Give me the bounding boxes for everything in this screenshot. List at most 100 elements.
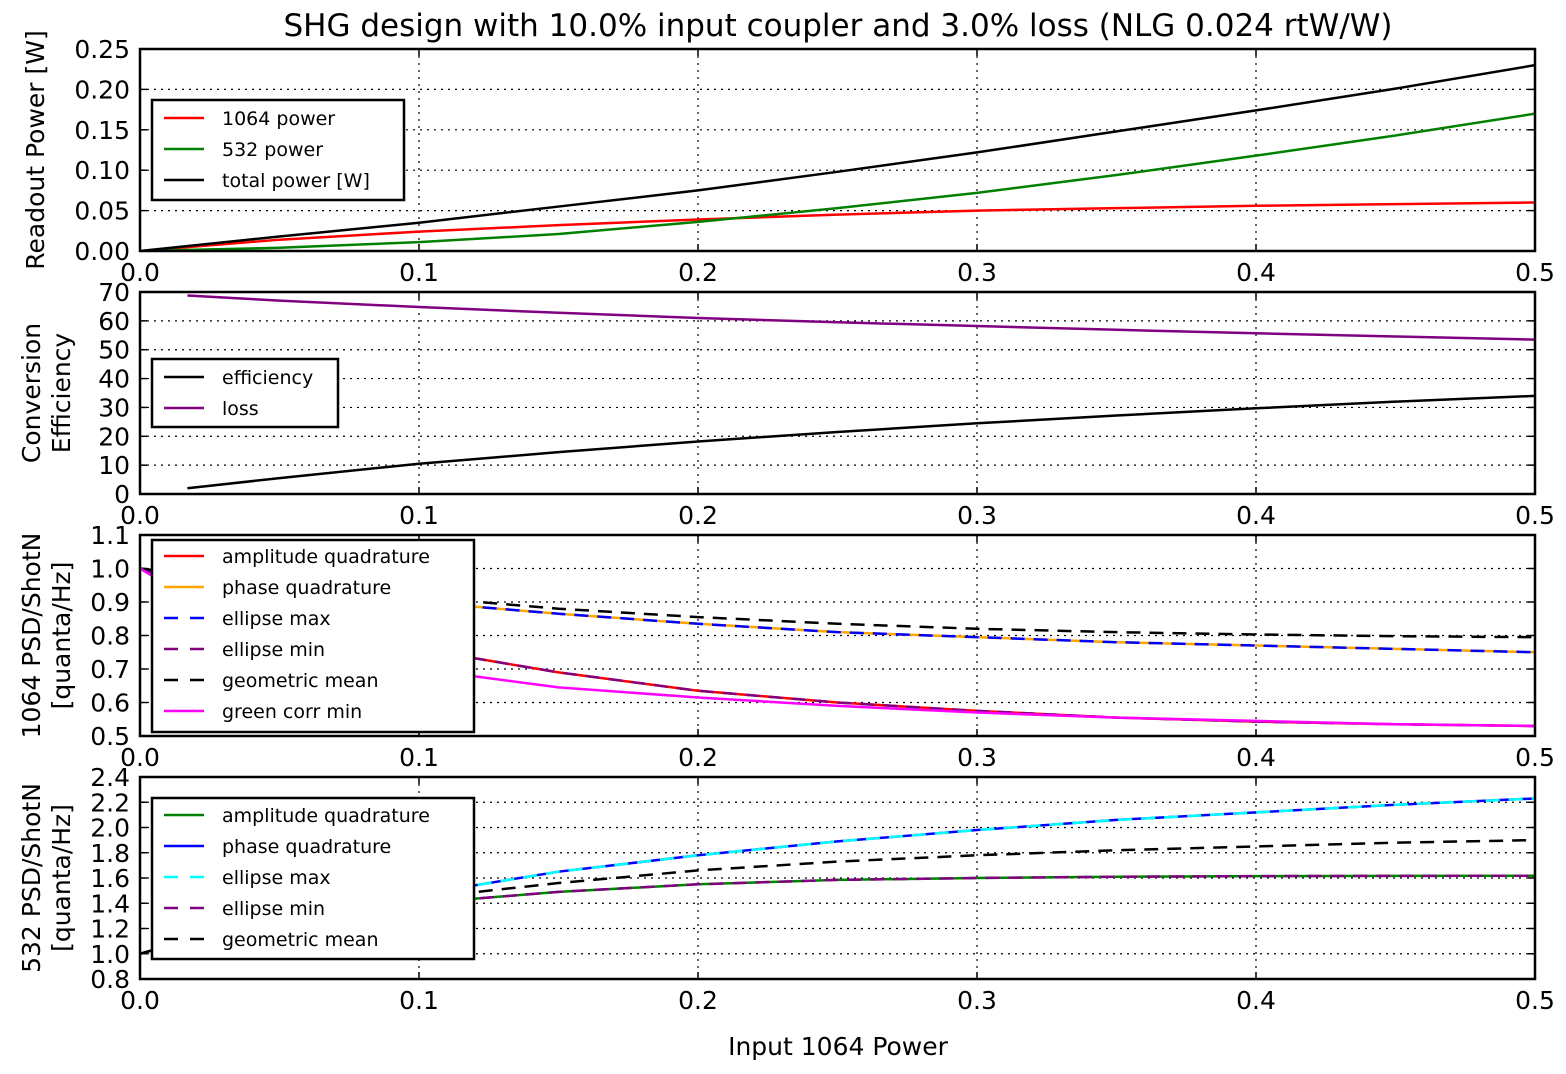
y-axis-label: Conversion — [17, 323, 46, 463]
y-tick-label: 1.6 — [90, 864, 130, 893]
y-axis-label: 1064 PSD/ShotN — [17, 533, 46, 739]
x-tick-label: 0.4 — [1236, 258, 1276, 287]
y-tick-label: 2.2 — [90, 788, 130, 817]
x-tick-label: 0.4 — [1236, 986, 1276, 1015]
legend-label: 532 power — [222, 139, 323, 161]
y-axis-label: 532 PSD/ShotN — [17, 783, 46, 973]
legend-label: 1064 power — [222, 108, 335, 130]
series-line-532-power — [140, 112, 1535, 251]
x-tick-label: 0.3 — [957, 986, 997, 1015]
y-tick-label: 1.0 — [90, 555, 130, 584]
legend-label: geometric mean — [222, 929, 378, 951]
x-tick-label: 0.2 — [678, 743, 718, 772]
y-tick-label: 40 — [98, 365, 130, 394]
legend-box — [150, 357, 340, 429]
legend-label: amplitude quadrature — [222, 805, 430, 827]
legend-box — [150, 538, 476, 734]
x-tick-label: 0.5 — [1515, 501, 1555, 530]
legend-label: geometric mean — [222, 670, 378, 692]
y-tick-label: 2.0 — [90, 814, 130, 843]
y-tick-label: 30 — [98, 393, 130, 422]
y-tick-label: 60 — [98, 307, 130, 336]
subplots: 0.0 0.1 0.2 0.3 0.4 0.5 0.00 0.05 0.1 0 0.15 0.20 0.… — [17, 30, 1555, 1015]
legend-box — [150, 796, 476, 961]
legend: efficiency loss — [150, 357, 340, 429]
legend: amplitude quadrature phase quadrature elli… — [150, 796, 476, 961]
legend-label: loss — [222, 398, 259, 420]
y-tick-label: 0.8 — [90, 965, 130, 994]
y-tick-label: 70 — [98, 278, 130, 307]
y-tick-label: 0.8 — [90, 622, 130, 651]
series-lines — [187, 294, 1535, 490]
legend-label: phase quadrature — [222, 836, 391, 858]
x-tick-label: 0.3 — [957, 501, 997, 530]
legend: 1064 power 532 power total power [W] — [150, 98, 406, 202]
y-tick-label: 20 — [98, 422, 130, 451]
y-axis-label: [quanta/Hz] — [47, 804, 76, 952]
x-tick-label: 0.5 — [1515, 743, 1555, 772]
y-axis-label: [quanta/Hz] — [47, 562, 76, 710]
y-tick-label: 0.15 — [74, 116, 130, 145]
figure-title: SHG design with 10.0% input coupler and … — [283, 8, 1392, 44]
legend-label: green corr min — [222, 701, 362, 723]
x-tick-label: 0.1 — [399, 986, 439, 1015]
x-tick-label: 0.3 — [957, 258, 997, 287]
y-tick-label: 0.6 — [90, 689, 130, 718]
legend-label: ellipse max — [222, 608, 331, 630]
x-tick-label: 0.0 — [120, 258, 160, 287]
plot-frame — [138, 290, 1537, 496]
y-tick-label: 1.2 — [90, 915, 130, 944]
x-tick-label: 0.0 — [120, 501, 160, 530]
legend-label: total power [W] — [222, 170, 370, 192]
subplot-4: 0.0 0.1 0.2 0.3 0.4 0.50.81.01.21.41.61.82.02… — [17, 763, 1555, 1015]
legend-label: ellipse max — [222, 867, 331, 889]
x-tick-label: 0.5 — [1515, 258, 1555, 287]
x-tick-label: 0.1 — [399, 258, 439, 287]
x-axis-label: Input 1064 Power — [728, 1032, 949, 1061]
x-tick-label: 0.2 — [678, 986, 718, 1015]
y-tick-label: 0.05 — [74, 197, 130, 226]
y-tick-label: 50 — [98, 336, 130, 365]
series-line-total-power-w — [140, 63, 1535, 251]
y-tick-label: 0.20 — [74, 75, 130, 104]
y-tick-label: 0.9 — [90, 588, 130, 617]
y-tick-label: 0.5 — [90, 722, 130, 751]
y-axis-label: Efficiency — [47, 333, 76, 454]
x-tick-label: 0.0 — [120, 986, 160, 1015]
x-tick-label: 0.2 — [678, 501, 718, 530]
x-tick-label: 0.3 — [957, 743, 997, 772]
legend-label: efficiency — [222, 367, 313, 389]
y-tick-label: 1.8 — [90, 839, 130, 868]
y-tick-label: 0.00 — [74, 237, 130, 266]
y-tick-label: 1.1 — [90, 521, 130, 550]
plot-frame — [138, 47, 1537, 253]
subplot-3: 0.0 0.1 0.2 0.3 0.4 0.5 0.5 0.6 0.7 0.8 0.9 1.0 1.1 1… — [17, 521, 1555, 772]
series-line-efficiency — [187, 394, 1535, 490]
y-tick-label: 1.0 — [90, 940, 130, 969]
series-line-ellipse-max — [140, 797, 1535, 955]
series-line-1064-power — [140, 201, 1535, 251]
x-tick-label: 0.0 — [120, 743, 160, 772]
series-lines — [140, 63, 1535, 251]
y-tick-label: 10 — [98, 451, 130, 480]
legend-label: phase quadrature — [222, 577, 391, 599]
legend: amplitude quadrature phase quadrature elli… — [150, 538, 476, 734]
x-tick-label: 0.4 — [1236, 743, 1276, 772]
y-tick-label: 0 — [114, 480, 130, 509]
subplot-1: 0.0 0.1 0.2 0.3 0.4 0.5 0.00 0.05 0.10 0.15 0.20 0.… — [21, 30, 1555, 287]
y-tick-label: 2.4 — [90, 763, 130, 792]
plot-frame — [138, 533, 1537, 738]
y-tick-label: 0.25 — [74, 35, 130, 64]
x-tick-label: 0.2 — [678, 258, 718, 287]
x-tick-label: 0.5 — [1515, 986, 1555, 1015]
x-tick-label: 0.1 — [399, 743, 439, 772]
legend-label: ellipse min — [222, 898, 325, 920]
x-tick-label: 0.1 — [399, 501, 439, 530]
legend-label: ellipse min — [222, 639, 325, 661]
y-tick-label: 0.7 — [90, 655, 130, 684]
plot-frame — [138, 775, 1537, 981]
y-axis-label: Readout Power [W] — [21, 30, 50, 269]
